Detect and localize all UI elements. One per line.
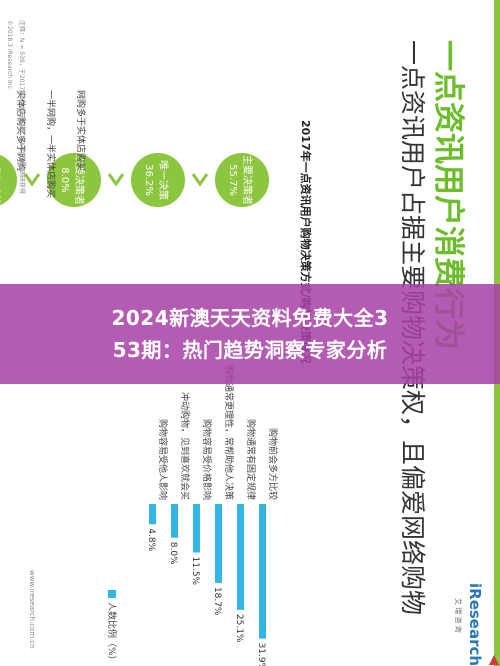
bubble-value: 36.2% xyxy=(143,164,154,196)
bubble xyxy=(0,153,17,207)
source-url: www.iresearch.com.cn xyxy=(28,570,36,649)
bubble-label: 次要决策者 xyxy=(73,155,86,205)
bar-category-label: 购物容易受他人影响 xyxy=(157,419,169,500)
legend-swatch xyxy=(108,590,116,598)
banner-line-2: 53期：热门趋势洞察专家分析 xyxy=(112,338,388,362)
bar-category-label: 实体店购买多于网购 xyxy=(15,90,27,171)
bar xyxy=(237,504,244,610)
bar-category-label: 网购多于实体店购买 xyxy=(75,90,87,171)
bar-value-label: 8.0% xyxy=(168,542,178,565)
bar-category-label: 购物容易受价格影响 xyxy=(201,419,213,500)
bubble xyxy=(131,153,185,207)
bubble-value: 8.0% xyxy=(59,167,70,192)
brand-logo: iResearch 艾 瑞 咨 询 xyxy=(454,583,484,666)
bar-value-label: 31.9% xyxy=(256,643,266,666)
chevron-right-icon xyxy=(107,173,125,187)
bubble-label: 唯一决策 xyxy=(157,160,170,200)
brand-subname: 艾 瑞 咨 询 xyxy=(454,598,463,633)
chevron-right-icon xyxy=(191,173,209,187)
banner-line-1: 2024新澳天天资料免费大全3 xyxy=(111,306,389,330)
bar xyxy=(193,504,200,553)
bar-value-label: 4.8% xyxy=(146,528,156,551)
copyright-note: ©2018.3 iResearch Inc xyxy=(6,20,13,89)
bar-category-label: 购物通常更理性，常帮助他人决策 xyxy=(223,365,235,500)
bar-value-label: 25.1% xyxy=(234,614,244,643)
legend-label: 人数比例（%） xyxy=(106,602,118,665)
bar-value-label: 18.7% xyxy=(212,587,222,616)
brand-name: iResearch xyxy=(466,583,484,666)
bar-value-label: 11.5% xyxy=(190,557,200,586)
bubble xyxy=(47,153,101,207)
bar-category-label: 一半网购，一半实体店购买 xyxy=(45,90,57,198)
bubble-value: 55.7% xyxy=(227,164,238,196)
bar xyxy=(149,504,156,525)
source-note: 注释：N = 539，于2017年6月通过艾瑞iClick社区联机调研获得 xyxy=(18,20,26,194)
bar xyxy=(171,504,178,538)
bar-category-label: 购物前会多方比较 xyxy=(267,428,279,500)
overlay-banner: 2024新澳天天资料免费大全3 53期：热门趋势洞察专家分析 xyxy=(0,284,500,384)
bar-category-label: 冲动购物，见到喜欢就会买 xyxy=(179,392,191,500)
bubble-label: 主要决策者 xyxy=(241,155,254,205)
bar xyxy=(259,504,266,639)
bar xyxy=(215,504,222,583)
bubble xyxy=(215,153,269,207)
corner-page-icon xyxy=(489,655,499,665)
chevron-right-icon xyxy=(23,173,41,187)
bar-category-label: 购物通常有固定规律 xyxy=(245,419,257,500)
right-bar-chart: 购物前会多方比较 31.9% 购物通常有固定规律 25.1% 购物通常更理性，常帮助他人… xyxy=(106,365,279,666)
